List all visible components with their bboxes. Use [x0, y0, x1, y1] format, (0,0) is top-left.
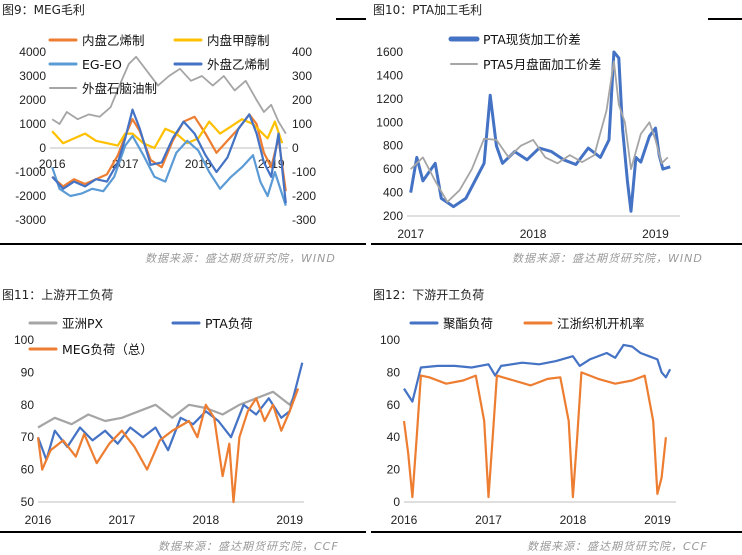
series-line [410, 60, 669, 203]
panel-title: 图12：下游开工负荷 [373, 288, 485, 302]
y-tick-label: 80 [387, 365, 401, 379]
panel-title: 图9：MEG毛利 [2, 3, 85, 17]
legend-label: EG-EO [82, 57, 122, 72]
y-tick-label: 2000 [19, 93, 46, 107]
y-tick-label: -3000 [15, 213, 46, 227]
y-tick-label: 1200 [376, 92, 403, 106]
y-tick-label: 40 [387, 430, 401, 444]
legend-label: PTA负荷 [205, 316, 253, 331]
y-tick-label: 1400 [376, 68, 403, 82]
y-tick-label: 50 [21, 495, 35, 509]
series-line [37, 388, 300, 429]
series-line [51, 55, 287, 135]
legend-label: 内盘乙烯制 [82, 33, 145, 48]
y-tick-label-right: 0 [292, 141, 299, 155]
y-tick-label: 0 [39, 141, 46, 155]
y-tick-label-right: 200 [292, 93, 312, 107]
rule-divider [0, 243, 366, 245]
rule-divider [371, 531, 742, 533]
y-tick-label: 1600 [376, 45, 403, 59]
legend-label: 内盘甲醇制 [207, 33, 270, 48]
y-tick-label: 70 [21, 430, 35, 444]
y-tick-label: 90 [21, 365, 35, 379]
y-tick-label-right: -100 [292, 165, 316, 179]
source-note: 数据来源：盛达期货研究院，CCF [158, 540, 339, 553]
legend-label: 亚洲PX [62, 316, 104, 331]
y-tick-label: 100 [14, 333, 34, 347]
x-tick-label: 2019 [644, 513, 671, 527]
x-tick-label: 2017 [397, 227, 424, 241]
y-tick-label-right: -300 [292, 213, 316, 227]
x-tick-label: 2019 [276, 513, 303, 527]
x-tick-label: 2019 [642, 227, 669, 241]
y-tick-label: 800 [383, 139, 403, 153]
y-tick-label: 1000 [376, 115, 403, 129]
source-note: 数据来源：盛达期货研究院，WIND [145, 252, 336, 265]
y-tick-label: 400 [383, 186, 403, 200]
source-note: 数据来源：盛达期货研究院，CCF [527, 540, 708, 553]
y-tick-label-right: 100 [292, 117, 312, 131]
x-tick-label: 2018 [185, 157, 212, 171]
y-tick-label: -1000 [15, 165, 46, 179]
y-tick-label: 4000 [19, 45, 46, 59]
series-line [402, 371, 667, 499]
y-tick-label: 60 [21, 463, 35, 477]
y-tick-label-right: -200 [292, 189, 316, 203]
rule-divider [0, 531, 366, 533]
x-tick-label: 2017 [475, 513, 502, 527]
x-tick-label: 2016 [391, 513, 418, 527]
legend-label: PTA现货加工价差 [483, 32, 581, 47]
rule-divider [708, 18, 742, 20]
y-tick-label: 20 [387, 463, 401, 477]
rule-divider [336, 18, 366, 20]
x-tick-label: 2018 [192, 513, 219, 527]
series-line [403, 343, 672, 403]
x-tick-label: 2018 [560, 513, 587, 527]
panel-title: 图10：PTA加工毛利 [373, 3, 483, 17]
y-tick-label: 60 [387, 398, 401, 412]
y-tick-label: 1000 [19, 117, 46, 131]
y-tick-label: 0 [393, 495, 400, 509]
y-tick-label: 80 [21, 398, 35, 412]
source-note: 数据来源：盛达期货研究院，WIND [512, 252, 703, 265]
y-tick-label: 100 [380, 333, 400, 347]
y-tick-label: 200 [383, 209, 403, 223]
y-tick-label-right: 400 [292, 45, 312, 59]
series-line [51, 108, 287, 204]
series-line [36, 362, 304, 461]
legend-label: MEG负荷（总） [62, 342, 153, 357]
series-line [36, 388, 300, 504]
y-tick-label-right: 300 [292, 69, 312, 83]
x-tick-label: 2016 [39, 157, 66, 171]
x-tick-label: 2016 [25, 513, 52, 527]
rule-divider [371, 243, 742, 245]
legend-label: PTA5月盘面加工价差 [483, 57, 601, 72]
y-tick-label: 3000 [19, 69, 46, 83]
x-tick-label: 2017 [109, 513, 136, 527]
legend-label: 江浙织机开机率 [557, 316, 645, 331]
series-line [51, 134, 287, 206]
legend-label: 聚酯负荷 [443, 316, 493, 331]
y-tick-label: -2000 [15, 189, 46, 203]
legend-label: 外盘乙烯制 [207, 57, 270, 72]
legend-label: 外盘石脑油制 [82, 81, 157, 96]
x-tick-label: 2018 [520, 227, 547, 241]
panel-title: 图11：上游开工负荷 [2, 288, 114, 302]
y-tick-label: 600 [383, 162, 403, 176]
